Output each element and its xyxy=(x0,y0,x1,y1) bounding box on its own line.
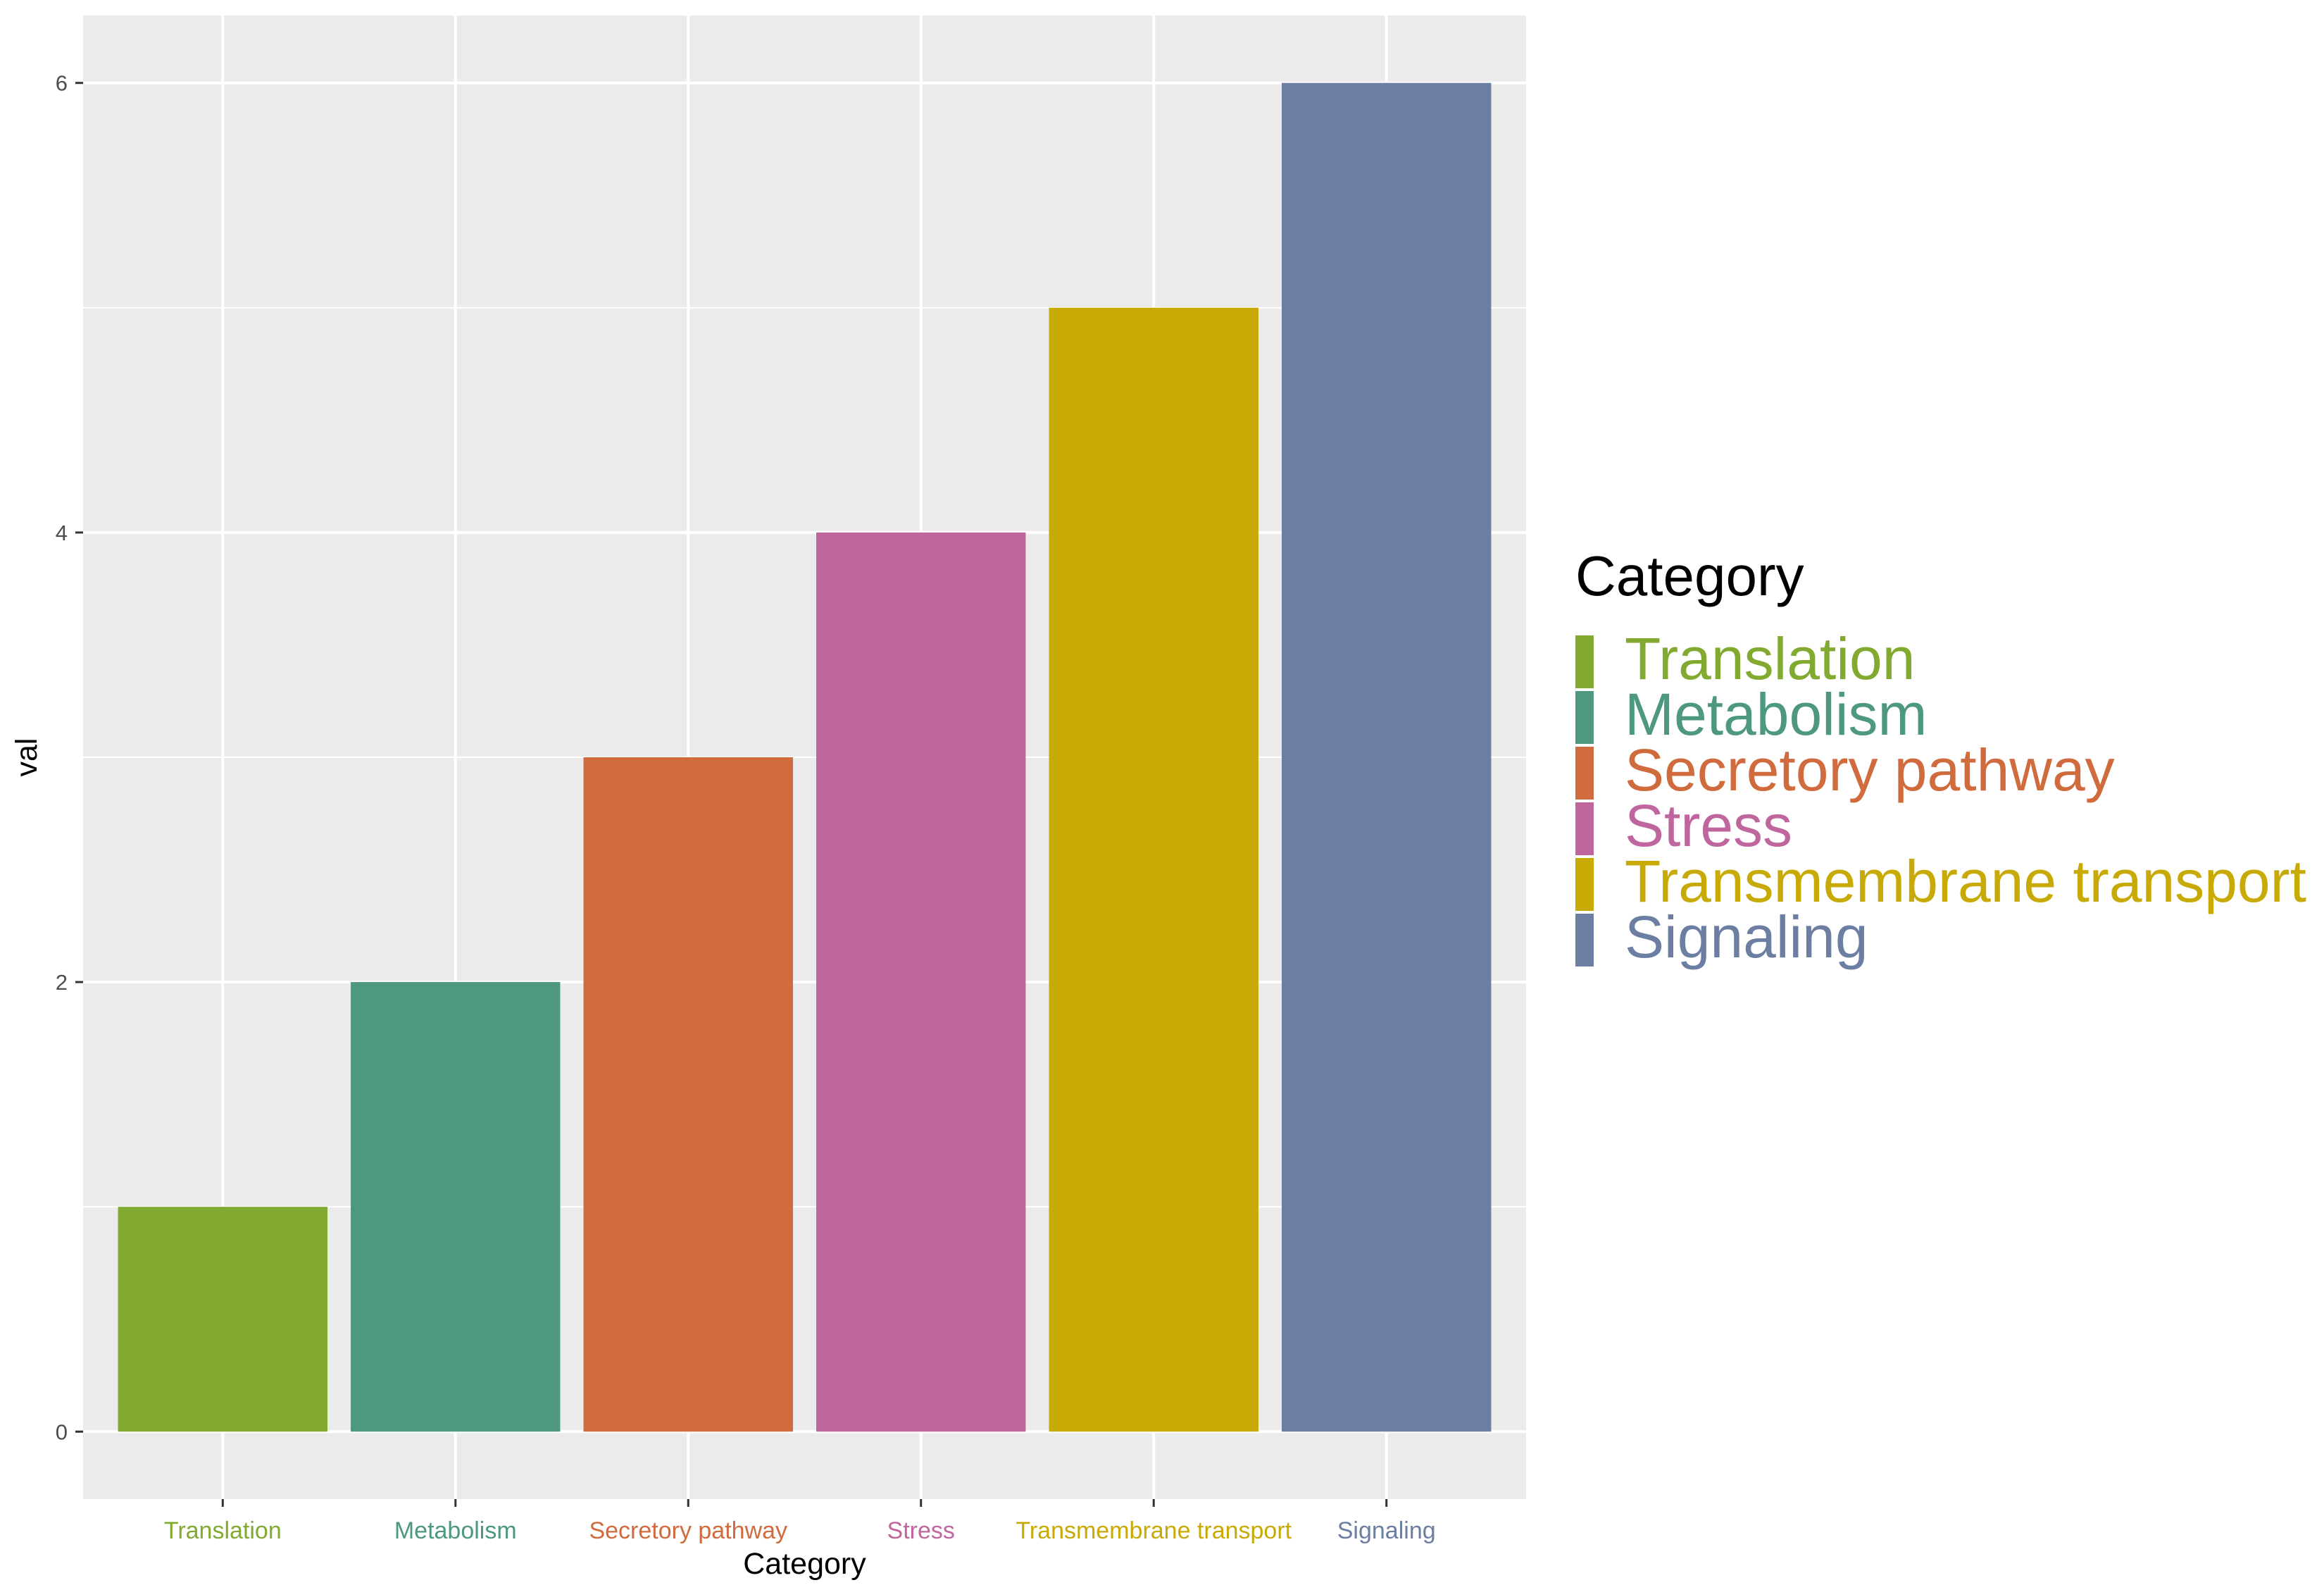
legend-key xyxy=(1575,635,1594,688)
bar-secretory-pathway xyxy=(583,757,793,1432)
bar-stress xyxy=(816,532,1026,1432)
bar-transmembrane-transport xyxy=(1049,307,1258,1432)
y-tick-label: 6 xyxy=(56,71,68,96)
legend: Category TranslationMetabolismSecretory … xyxy=(1575,545,2306,970)
x-tick-label: Stress xyxy=(887,1517,955,1544)
x-tick-label: Transmembrane transport xyxy=(1016,1517,1292,1544)
legend-label: Translation xyxy=(1625,626,1915,692)
legend-key xyxy=(1575,914,1594,966)
x-axis-title: Category xyxy=(743,1547,866,1581)
x-tick-label: Metabolism xyxy=(394,1517,517,1544)
y-tick-label: 2 xyxy=(56,970,68,995)
legend-key xyxy=(1575,802,1594,855)
legend-key xyxy=(1575,691,1594,744)
y-axis-title: val xyxy=(10,738,44,777)
legend-key xyxy=(1575,858,1594,911)
x-tick-label: Signaling xyxy=(1337,1517,1436,1544)
x-axis: Translation Metabolism Secretory pathway St… xyxy=(164,1499,1436,1544)
bar-translation xyxy=(118,1207,328,1432)
bar-signaling xyxy=(1281,82,1492,1432)
legend-label: Signaling xyxy=(1625,904,1868,970)
y-tick-label: 4 xyxy=(56,521,68,545)
legend-label: Metabolism xyxy=(1625,681,1927,747)
y-tick-label: 0 xyxy=(56,1419,68,1444)
y-axis: 0 2 4 6 xyxy=(56,71,83,1444)
legend-label: Stress xyxy=(1625,792,1792,859)
bar-metabolism xyxy=(351,982,561,1432)
bars xyxy=(118,82,1492,1432)
legend-label: Transmembrane transport xyxy=(1625,848,2306,914)
legend-title: Category xyxy=(1575,545,1804,607)
x-tick-label: Translation xyxy=(164,1517,282,1544)
legend-key xyxy=(1575,747,1594,800)
legend-label: Secretory pathway xyxy=(1625,737,2115,803)
x-tick-label: Secretory pathway xyxy=(589,1517,787,1544)
